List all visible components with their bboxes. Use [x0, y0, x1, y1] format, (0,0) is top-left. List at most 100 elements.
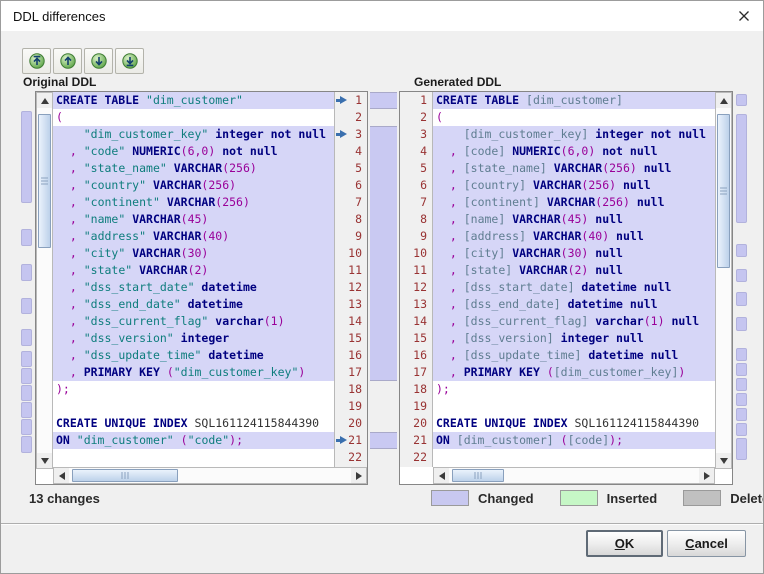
code-line[interactable]: CREATE TABLE "dim_customer" — [53, 92, 334, 109]
overview-marker[interactable] — [736, 317, 747, 331]
scrollbar-thumb[interactable] — [717, 114, 730, 268]
code-line[interactable]: [dim_customer_key] integer not null — [433, 126, 715, 143]
code-line[interactable]: "dim_customer_key" integer not null — [53, 126, 334, 143]
right-horizontal-scrollbar[interactable] — [433, 467, 715, 484]
code-line[interactable]: , [address] VARCHAR(40) null — [433, 228, 715, 245]
overview-marker[interactable] — [736, 423, 747, 436]
overview-marker[interactable] — [736, 408, 747, 421]
overview-marker[interactable] — [21, 298, 32, 314]
code-line[interactable]: , "dss_update_time" datetime — [53, 347, 334, 364]
last-difference-button[interactable] — [115, 48, 144, 74]
code-line[interactable]: ); — [53, 381, 334, 398]
code-line[interactable]: ( — [53, 109, 334, 126]
code-line[interactable]: ON "dim_customer" ("code"); — [53, 432, 334, 449]
code-line[interactable] — [53, 449, 334, 466]
code-line[interactable]: , [code] NUMERIC(6,0) not null — [433, 143, 715, 160]
scroll-up-icon[interactable] — [37, 93, 52, 108]
code-line[interactable] — [433, 398, 715, 415]
code-line[interactable]: , [dss_current_flag] varchar(1) null — [433, 313, 715, 330]
right-vertical-scrollbar[interactable] — [715, 92, 732, 469]
code-line[interactable]: CREATE UNIQUE INDEX SQL161124115844390 — [53, 415, 334, 432]
scroll-left-icon[interactable] — [434, 468, 449, 483]
overview-marker[interactable] — [21, 229, 32, 246]
code-line[interactable]: , "dss_end_date" datetime — [53, 296, 334, 313]
overview-marker[interactable] — [736, 378, 747, 391]
scroll-down-icon[interactable] — [37, 453, 52, 468]
code-line[interactable]: , "address" VARCHAR(40) — [53, 228, 334, 245]
close-icon[interactable] — [734, 7, 754, 25]
scrollbar-thumb[interactable] — [452, 469, 504, 482]
code-line[interactable]: , [continent] VARCHAR(256) null — [433, 194, 715, 211]
code-line[interactable]: ON [dim_customer] ([code]); — [433, 432, 715, 449]
overview-marker[interactable] — [736, 114, 747, 223]
right-overview-ruler[interactable] — [736, 93, 747, 465]
code-line[interactable]: , [city] VARCHAR(30) null — [433, 245, 715, 262]
overview-marker[interactable] — [21, 351, 32, 367]
code-line[interactable]: ); — [433, 381, 715, 398]
code-line[interactable]: , "dss_current_flag" varchar(1) — [53, 313, 334, 330]
first-difference-button[interactable] — [22, 48, 51, 74]
overview-marker[interactable] — [21, 264, 32, 281]
code-line[interactable]: , "city" VARCHAR(30) — [53, 245, 334, 262]
overview-marker[interactable] — [21, 419, 32, 435]
code-token: , — [449, 161, 464, 175]
code-token: "dss_update_time" — [83, 348, 202, 362]
overview-marker[interactable] — [736, 393, 747, 406]
overview-marker[interactable] — [736, 363, 747, 376]
code-line[interactable] — [53, 398, 334, 415]
code-line[interactable] — [433, 449, 715, 466]
code-line[interactable]: , "code" NUMERIC(6,0) not null — [53, 143, 334, 160]
code-line[interactable]: , [state_name] VARCHAR(256) null — [433, 160, 715, 177]
code-line[interactable]: , "state_name" VARCHAR(256) — [53, 160, 334, 177]
left-overview-ruler[interactable] — [21, 93, 32, 465]
overview-marker[interactable] — [736, 244, 747, 257]
line-number: 15 — [348, 331, 362, 345]
overview-marker[interactable] — [21, 329, 32, 346]
overview-marker[interactable] — [21, 385, 32, 401]
scroll-down-icon[interactable] — [716, 453, 731, 468]
scroll-left-icon[interactable] — [54, 468, 69, 483]
code-line[interactable]: , PRIMARY KEY ("dim_customer_key") — [53, 364, 334, 381]
code-line[interactable]: ( — [433, 109, 715, 126]
code-token: "dim_customer" — [146, 93, 243, 107]
code-line[interactable]: , "country" VARCHAR(256) — [53, 177, 334, 194]
overview-marker[interactable] — [736, 438, 747, 460]
overview-marker[interactable] — [736, 94, 747, 106]
generated-ddl-code[interactable]: CREATE TABLE [dim_customer]( [dim_custom… — [433, 92, 715, 467]
code-line[interactable]: , PRIMARY KEY ([dim_customer_key]) — [433, 364, 715, 381]
ok-button[interactable]: OK — [586, 530, 663, 557]
overview-marker[interactable] — [21, 111, 32, 203]
code-line[interactable]: , "name" VARCHAR(45) — [53, 211, 334, 228]
code-line[interactable]: , "state" VARCHAR(2) — [53, 262, 334, 279]
scroll-up-icon[interactable] — [716, 93, 731, 108]
code-line[interactable]: , "dss_version" integer — [53, 330, 334, 347]
left-horizontal-scrollbar[interactable] — [53, 467, 367, 484]
code-token: , — [449, 280, 464, 294]
code-line[interactable]: , [country] VARCHAR(256) null — [433, 177, 715, 194]
code-line[interactable]: , [dss_version] integer null — [433, 330, 715, 347]
code-line[interactable]: CREATE UNIQUE INDEX SQL161124115844390 — [433, 415, 715, 432]
code-line[interactable]: , [name] VARCHAR(45) null — [433, 211, 715, 228]
next-difference-button[interactable] — [84, 48, 113, 74]
overview-marker[interactable] — [736, 292, 747, 306]
original-ddl-code[interactable]: CREATE TABLE "dim_customer"( "dim_custom… — [53, 92, 334, 467]
cancel-button[interactable]: Cancel — [667, 530, 746, 557]
code-line[interactable]: , [dss_update_time] datetime null — [433, 347, 715, 364]
overview-marker[interactable] — [21, 402, 32, 418]
scrollbar-thumb[interactable] — [72, 469, 178, 482]
scroll-right-icon[interactable] — [699, 468, 714, 483]
scroll-right-icon[interactable] — [351, 468, 366, 483]
code-line[interactable]: , [dss_end_date] datetime null — [433, 296, 715, 313]
code-line[interactable]: CREATE TABLE [dim_customer] — [433, 92, 715, 109]
left-vertical-scrollbar[interactable] — [36, 92, 53, 469]
code-line[interactable]: , [state] VARCHAR(2) null — [433, 262, 715, 279]
overview-marker[interactable] — [736, 348, 747, 361]
code-line[interactable]: , "continent" VARCHAR(256) — [53, 194, 334, 211]
overview-marker[interactable] — [21, 368, 32, 384]
code-line[interactable]: , [dss_start_date] datetime null — [433, 279, 715, 296]
previous-difference-button[interactable] — [53, 48, 82, 74]
overview-marker[interactable] — [21, 436, 32, 453]
code-line[interactable]: , "dss_start_date" datetime — [53, 279, 334, 296]
overview-marker[interactable] — [736, 269, 747, 282]
scrollbar-thumb[interactable] — [38, 114, 51, 248]
